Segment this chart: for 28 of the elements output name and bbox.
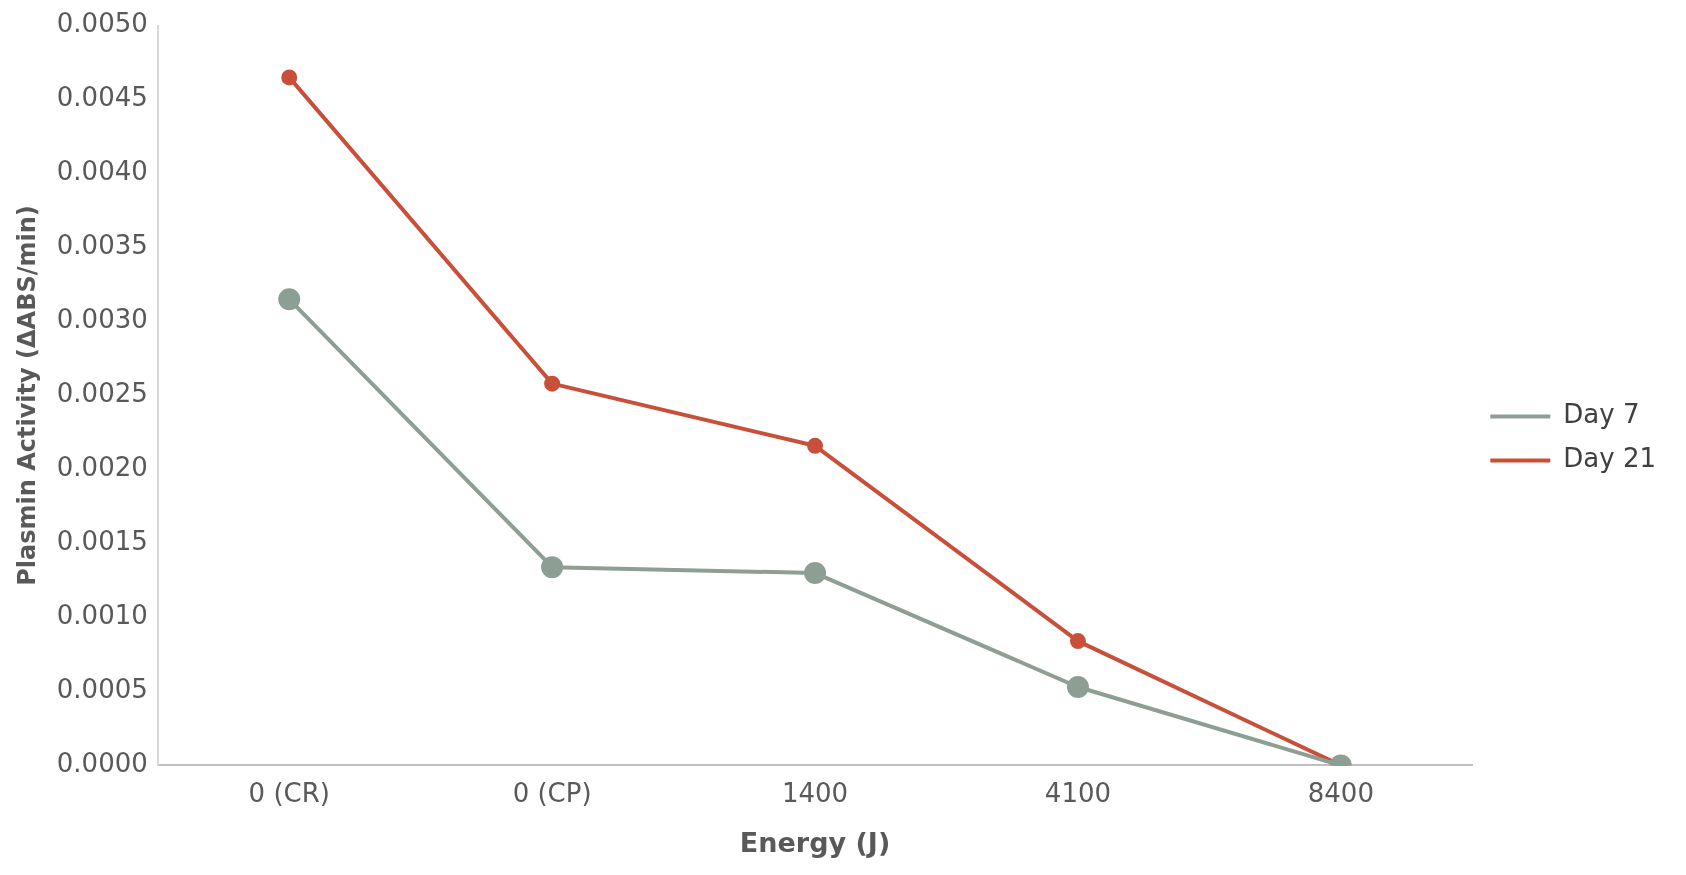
y-tick-label: 0.0000 [56, 748, 148, 779]
y-tick-label: 0.0020 [56, 452, 148, 483]
y-tick-label: 0.0035 [56, 230, 148, 261]
y-tick-label: 0.0015 [56, 526, 148, 557]
y-tick-label: 0.0050 [56, 8, 148, 39]
y-tick-label: 0.0045 [56, 82, 148, 113]
point [1069, 633, 1086, 650]
y-tick-label: 0.0010 [56, 600, 148, 631]
point [281, 69, 298, 86]
x-tick-label: 4100 [1044, 777, 1112, 808]
point [807, 437, 824, 454]
point [541, 556, 564, 579]
x-tick-label: 1400 [781, 777, 849, 808]
legend-label: Day 21 [1563, 443, 1657, 474]
x-axis-title: Energy (J) [739, 826, 891, 858]
point [544, 375, 561, 392]
y-tick-label: 0.0040 [56, 156, 148, 187]
x-tick-label: 0 (CP) [512, 777, 592, 808]
y-axis-title: Plasmin Activity (ΔABS/min) [12, 205, 41, 586]
y-tick-label: 0.0005 [56, 674, 148, 705]
point [278, 288, 301, 311]
point [804, 562, 827, 585]
x-tick-label: 8400 [1307, 777, 1374, 808]
y-tick-label: 0.0025 [56, 378, 148, 409]
legend-label: Day 7 [1563, 399, 1640, 430]
y-tick-label: 0.0030 [56, 304, 148, 335]
point [1066, 675, 1089, 698]
x-tick-label: 0 (CR) [248, 777, 330, 808]
